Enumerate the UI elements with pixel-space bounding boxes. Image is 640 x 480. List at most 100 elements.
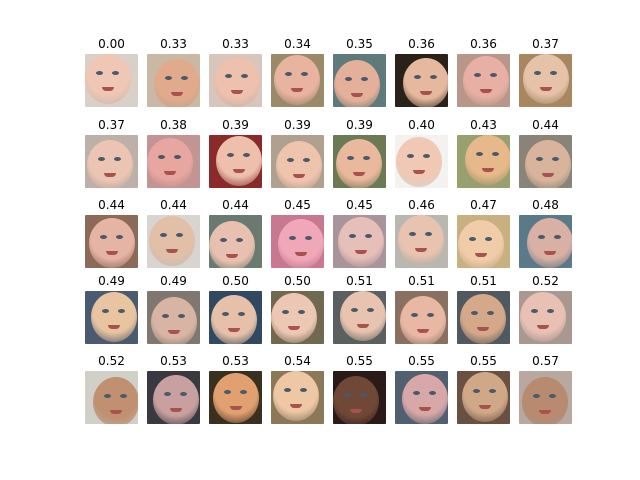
eye-shape (178, 314, 185, 318)
eye-shape (429, 391, 436, 395)
eye-shape (162, 314, 169, 318)
eye-shape (301, 72, 308, 76)
face-cell: 0.49 (85, 274, 138, 344)
eye-shape (120, 394, 127, 398)
face-score-label: 0.36 (408, 37, 435, 51)
face-score-label: 0.53 (222, 354, 249, 368)
eye-shape (300, 388, 307, 392)
face-shape (462, 372, 508, 422)
face-thumbnail (271, 215, 324, 268)
face-cell: 0.57 (519, 354, 572, 424)
face-thumbnail (457, 371, 510, 424)
eye-shape (240, 390, 247, 394)
face-shape (333, 376, 379, 424)
face-cell: 0.39 (333, 118, 386, 188)
face-cell: 0.44 (85, 198, 138, 268)
face-shape (278, 219, 324, 268)
face-shape (89, 218, 135, 268)
face-cell: 0.35 (333, 37, 386, 107)
mouth-shape (420, 91, 432, 95)
eye-shape (536, 157, 543, 161)
face-cell: 0.48 (519, 198, 572, 268)
eye-shape (225, 74, 232, 78)
face-score-label: 0.48 (532, 198, 559, 212)
face-thumbnail (147, 135, 200, 188)
face-score-label: 0.33 (222, 37, 249, 51)
eye-shape (222, 312, 229, 316)
eye-shape (298, 310, 305, 314)
face-thumbnail (395, 371, 448, 424)
face-score-label: 0.47 (470, 198, 497, 212)
face-cell: 0.52 (519, 274, 572, 344)
eye-shape (531, 309, 538, 313)
face-shape (340, 291, 386, 341)
face-shape (271, 293, 317, 343)
eye-shape (180, 392, 187, 396)
eye-shape (220, 238, 227, 242)
eye-shape (367, 308, 374, 312)
face-cell: 0.44 (147, 198, 200, 268)
eye-shape (104, 394, 111, 398)
face-thumbnail (333, 135, 386, 188)
mouth-shape (168, 330, 180, 334)
eye-shape (360, 393, 367, 397)
face-score-label: 0.51 (470, 274, 497, 288)
face-shape (396, 137, 442, 187)
eye-shape (547, 309, 554, 313)
face-thumbnail (271, 371, 324, 424)
face-cell: 0.51 (457, 274, 510, 344)
eye-shape (227, 153, 234, 157)
face-score-label: 0.44 (532, 118, 559, 132)
face-cell: 0.39 (209, 118, 262, 188)
mouth-shape (482, 168, 494, 172)
face-score-label: 0.00 (98, 37, 125, 51)
eye-shape (112, 71, 119, 75)
mouth-shape (166, 249, 178, 253)
face-shape (91, 292, 137, 342)
face-score-label: 0.36 (470, 37, 497, 51)
eye-shape (118, 309, 125, 313)
face-cell: 0.50 (271, 274, 324, 344)
face-score-label: 0.55 (408, 354, 435, 368)
face-cell: 0.49 (147, 274, 200, 344)
face-score-label: 0.52 (532, 274, 559, 288)
mouth-shape (226, 254, 238, 258)
eye-shape (490, 73, 497, 77)
mouth-shape (357, 324, 369, 328)
eye-shape (425, 232, 432, 236)
eye-shape (165, 76, 172, 80)
mouth-shape (477, 327, 489, 331)
eye-shape (485, 237, 492, 241)
face-shape (154, 59, 200, 107)
face-score-label: 0.51 (346, 274, 373, 288)
face-cell: 0.54 (271, 354, 324, 424)
mouth-shape (419, 407, 431, 411)
mouth-shape (233, 169, 245, 173)
face-thumbnail (209, 215, 262, 268)
eye-shape (236, 238, 243, 242)
face-shape (216, 136, 262, 186)
face-cell: 0.51 (395, 274, 448, 344)
face-shape (520, 292, 566, 342)
face-score-label: 0.37 (98, 118, 125, 132)
mouth-shape (542, 173, 554, 177)
mouth-shape (540, 87, 552, 91)
face-score-label: 0.55 (346, 354, 373, 368)
eye-shape (492, 152, 499, 156)
eye-shape (487, 311, 494, 315)
face-cell: 0.40 (395, 118, 448, 188)
face-cell: 0.37 (85, 118, 138, 188)
face-thumbnail (209, 371, 262, 424)
face-cell: 0.37 (519, 37, 572, 107)
mouth-shape (480, 89, 492, 93)
face-thumbnail (457, 135, 510, 188)
face-cell: 0.53 (209, 354, 262, 424)
eye-shape (347, 156, 354, 160)
face-score-label: 0.44 (98, 198, 125, 212)
face-shape (85, 54, 131, 104)
face-shape (276, 141, 322, 188)
eye-shape (287, 158, 294, 162)
face-thumbnail (519, 54, 572, 107)
mouth-shape (104, 173, 116, 177)
mouth-shape (355, 250, 367, 254)
